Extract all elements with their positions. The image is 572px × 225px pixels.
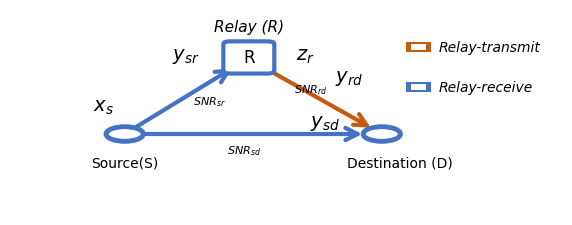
Circle shape: [106, 127, 144, 142]
Text: Relay (R): Relay (R): [214, 19, 284, 34]
FancyBboxPatch shape: [406, 43, 431, 53]
FancyBboxPatch shape: [411, 45, 426, 51]
Text: R: R: [243, 49, 255, 67]
Text: Source(S): Source(S): [91, 155, 158, 169]
Text: $SNR_{rd}$: $SNR_{rd}$: [294, 83, 328, 96]
Text: $\boldsymbol{y_{sd}}$: $\boldsymbol{y_{sd}}$: [310, 114, 340, 133]
Text: $\boldsymbol{y_{rd}}$: $\boldsymbol{y_{rd}}$: [335, 69, 364, 88]
Circle shape: [363, 127, 400, 142]
Text: $SNR_{sd}$: $SNR_{sd}$: [227, 143, 261, 157]
Text: $SNR_{sr}$: $SNR_{sr}$: [193, 95, 225, 108]
FancyBboxPatch shape: [411, 85, 426, 91]
Text: $\boldsymbol{x_s}$: $\boldsymbol{x_s}$: [93, 97, 114, 116]
FancyBboxPatch shape: [406, 83, 431, 92]
FancyBboxPatch shape: [223, 42, 275, 74]
Text: Destination (D): Destination (D): [347, 155, 452, 169]
Text: $\boldsymbol{z_r}$: $\boldsymbol{z_r}$: [296, 47, 315, 66]
Text: Relay-receive: Relay-receive: [439, 81, 533, 94]
Text: $\boldsymbol{y_{sr}}$: $\boldsymbol{y_{sr}}$: [172, 47, 199, 66]
Text: Relay-transmit: Relay-transmit: [439, 41, 541, 55]
